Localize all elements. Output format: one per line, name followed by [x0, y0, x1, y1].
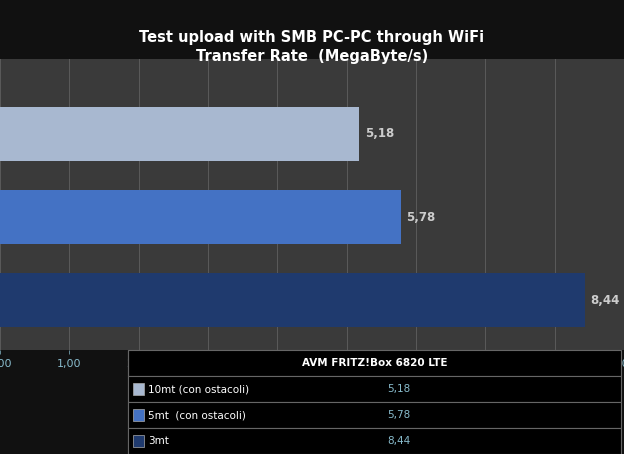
Text: Transfer Rate  (MegaByte/s): Transfer Rate (MegaByte/s) [196, 49, 428, 64]
Text: Test upload with SMB PC-PC through WiFi: Test upload with SMB PC-PC through WiFi [139, 30, 485, 44]
Text: 8,44: 8,44 [591, 294, 620, 306]
Bar [0, 190, 401, 244]
Bar [128, 376, 621, 402]
Bar [128, 350, 621, 376]
Bar [128, 428, 621, 454]
Text: 5,78: 5,78 [406, 211, 436, 223]
Bar [128, 402, 621, 428]
Bar [133, 409, 144, 421]
Text: 5,78: 5,78 [388, 410, 411, 420]
Text: 10mt (con ostacoli): 10mt (con ostacoli) [148, 384, 249, 394]
Bar [0, 107, 359, 161]
Text: 5mt  (con ostacoli): 5mt (con ostacoli) [148, 410, 246, 420]
Text: 5,18: 5,18 [364, 128, 394, 140]
Text: 5,18: 5,18 [388, 384, 411, 394]
Text: 8,44: 8,44 [388, 436, 411, 446]
Text: AVM FRITZ!Box 6820 LTE: AVM FRITZ!Box 6820 LTE [301, 358, 447, 368]
Text: 3mt: 3mt [148, 436, 168, 446]
Bar [0, 273, 585, 327]
Bar [133, 435, 144, 447]
Bar [133, 383, 144, 395]
